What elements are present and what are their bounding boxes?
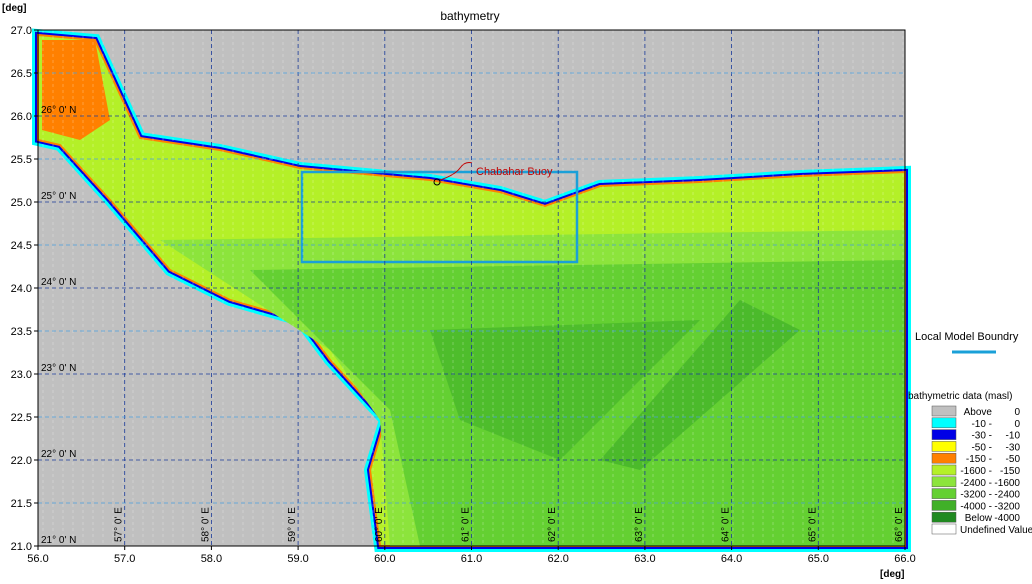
y-tick-label: 24.0	[11, 283, 32, 295]
title: bathymetry	[440, 9, 499, 23]
lat-label: 26° 0' N	[41, 105, 76, 116]
x-tick-label: 59.0	[287, 553, 308, 565]
legend-to: -3200	[994, 501, 1020, 512]
legend-from: -1600 -	[960, 466, 992, 477]
lon-label: 57° 0' E	[114, 507, 125, 542]
y-tick-label: 26.0	[11, 111, 32, 123]
x-tick-label: 61.0	[461, 553, 482, 565]
y-tick-label: 22.5	[11, 412, 32, 424]
lon-label: 60° 0' E	[374, 507, 385, 542]
y-tick-label: 22.0	[11, 455, 32, 467]
legend-from: -3200 -	[960, 490, 992, 501]
legend-swatch	[932, 489, 956, 499]
legend-from: Above	[964, 407, 993, 418]
legend-swatch	[932, 512, 956, 522]
y-tick-label: 24.5	[11, 240, 32, 252]
legend-from: -50 -	[971, 442, 992, 453]
legend-from: -2400 -	[960, 478, 992, 489]
x-tick-label: 65.0	[808, 553, 829, 565]
lon-label: 62° 0' E	[547, 507, 558, 542]
legend-swatch	[932, 524, 956, 534]
legend-swatch	[932, 500, 956, 510]
legend-to: 0	[1014, 407, 1020, 418]
legend-to: -30	[1006, 442, 1021, 453]
legend-to: -2400	[994, 490, 1020, 501]
x-unit: [deg]	[880, 569, 904, 579]
y-tick-label: 27.0	[11, 25, 32, 37]
lon-label: 64° 0' E	[721, 507, 732, 542]
lon-label: 65° 0' E	[807, 507, 818, 542]
legend-from: -10 -	[971, 419, 992, 430]
legend-to: -150	[1000, 466, 1020, 477]
lon-label: 63° 0' E	[634, 507, 645, 542]
x-tick-label: 62.0	[547, 553, 568, 565]
y-tick-label: 21.0	[11, 541, 32, 553]
lon-label: 58° 0' E	[200, 507, 211, 542]
legend-swatch	[932, 453, 956, 463]
y-tick-label: 21.5	[11, 498, 32, 510]
lat-label: 24° 0' N	[41, 277, 76, 288]
x-tick-label: 57.0	[114, 553, 135, 565]
legend-to: -1600	[994, 478, 1020, 489]
x-tick-label: 58.0	[201, 553, 222, 565]
x-tick-label: 66.0	[894, 553, 915, 565]
lat-label: 25° 0' N	[41, 191, 76, 202]
y-tick-label: 25.0	[11, 197, 32, 209]
x-tick-label: 64.0	[721, 553, 742, 565]
lat-label: 23° 0' N	[41, 363, 76, 374]
legend-swatch	[932, 406, 956, 416]
legend-from: -150 -	[966, 454, 992, 465]
y-unit: [deg]	[2, 3, 26, 14]
legend-to: -10	[1006, 431, 1021, 442]
annotation: Chabahar Buoy	[476, 166, 553, 178]
legend-to: -4000	[994, 513, 1020, 524]
legend-from: -30 -	[971, 431, 992, 442]
legend-from: -4000 -	[960, 501, 992, 512]
y-tick-label: 26.5	[11, 68, 32, 80]
lon-label: 59° 0' E	[287, 507, 298, 542]
legend-swatch	[932, 418, 956, 428]
lat-label: 22° 0' N	[41, 449, 76, 460]
map-view: bathymetry [deg] [deg] Chabahar Buoy Loc…	[0, 0, 1032, 579]
y-tick-label: 23.0	[11, 369, 32, 381]
legend-to: -50	[1006, 454, 1021, 465]
legend-swatch	[932, 477, 956, 487]
x-tick-label: 56.0	[27, 553, 48, 565]
legend-title: bathymetric data (masl)	[908, 391, 1012, 402]
legend-to: 0	[1014, 419, 1020, 430]
boundary-legend: Local Model Boundry	[915, 331, 1019, 343]
y-tick-label: 25.5	[11, 154, 32, 166]
lon-label: 66° 0' E	[894, 507, 905, 542]
lat-label: 21° 0' N	[41, 535, 76, 546]
x-tick-label: 60.0	[374, 553, 395, 565]
lon-label: 61° 0' E	[461, 507, 472, 542]
legend-swatch	[932, 441, 956, 451]
y-tick-label: 23.5	[11, 326, 32, 338]
legend-swatch	[932, 430, 956, 440]
legend-from: Below	[965, 513, 993, 524]
legend-from: Undefined Value	[960, 525, 1032, 536]
x-tick-label: 63.0	[634, 553, 655, 565]
legend-swatch	[932, 465, 956, 475]
